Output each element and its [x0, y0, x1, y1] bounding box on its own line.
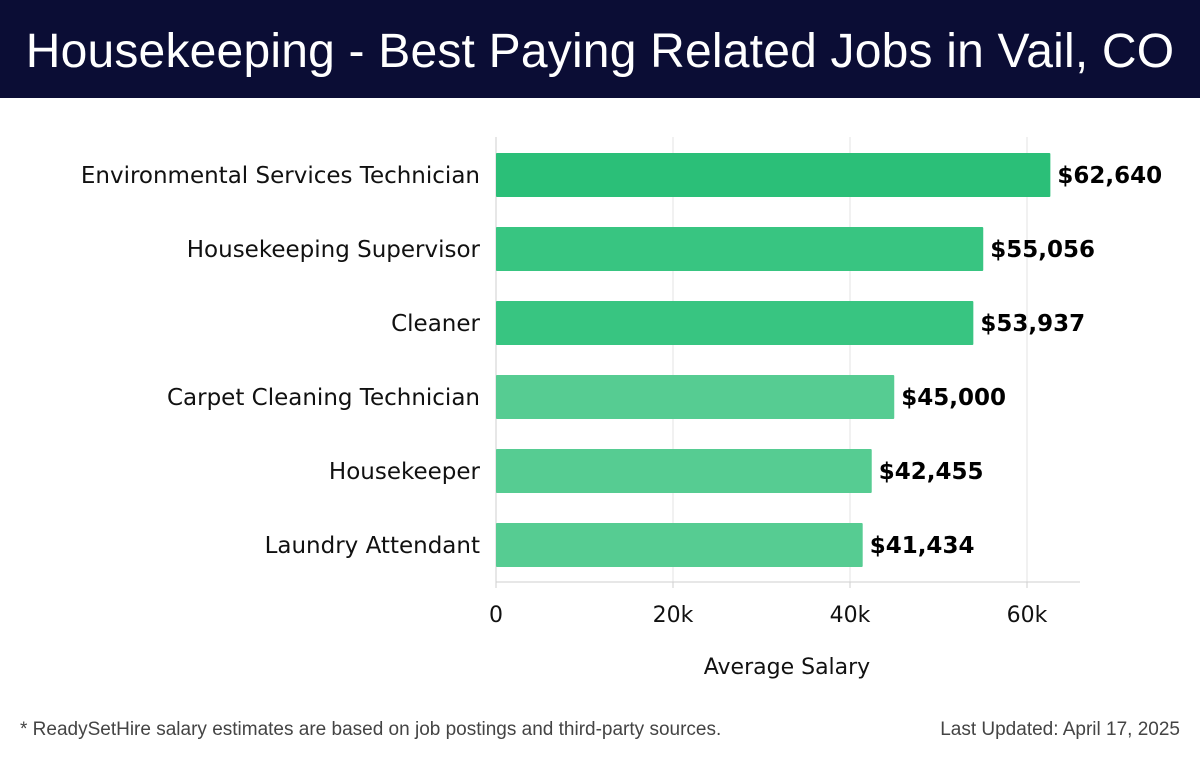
value-label: $41,434 [870, 533, 975, 559]
category-label: Carpet Cleaning Technician [167, 385, 480, 411]
footer-disclaimer: * ReadySetHire salary estimates are base… [20, 719, 722, 740]
value-label: $53,937 [980, 311, 1085, 337]
category-label: Laundry Attendant [265, 533, 480, 559]
salary-bar-chart: 0 20k 40k 60k Average Salary Environmental Se… [81, 137, 1162, 680]
value-label: $62,640 [1057, 163, 1162, 189]
value-label: $55,056 [990, 237, 1095, 263]
chart-title: Housekeeping - Best Paying Related Jobs … [25, 25, 1175, 78]
x-tick-label: 0 [489, 603, 503, 628]
title-banner: Housekeeping - Best Paying Related Jobs … [0, 0, 1200, 98]
x-tick-label: 60k [1007, 603, 1048, 628]
bar [496, 301, 974, 345]
value-label: $45,000 [901, 385, 1006, 411]
category-label: Housekeeper [329, 459, 481, 485]
bar [496, 153, 1051, 197]
footer-last-updated: Last Updated: April 17, 2025 [940, 719, 1180, 740]
category-label: Environmental Services Technician [81, 163, 480, 189]
category-label: Housekeeping Supervisor [187, 237, 481, 263]
x-axis-label: Average Salary [704, 655, 870, 680]
bar [496, 449, 872, 493]
category-label: Cleaner [391, 311, 480, 337]
bar [496, 227, 984, 271]
x-tick-label: 40k [830, 603, 871, 628]
x-tick-label: 20k [653, 603, 694, 628]
bar [496, 375, 895, 419]
bar [496, 523, 863, 567]
value-label: $42,455 [879, 459, 984, 485]
